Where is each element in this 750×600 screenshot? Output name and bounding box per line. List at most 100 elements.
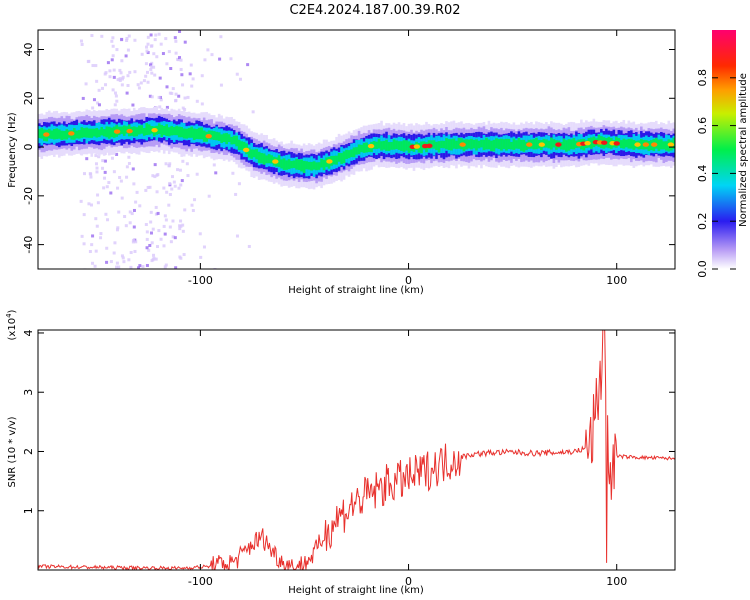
spectrogram-band-mark [250,149,253,159]
snr-xtick-label: 0 [405,575,412,588]
spectrogram-noise-mark [82,242,86,246]
spectrogram-noise-mark [164,162,168,166]
spectrogram-band-mark [367,144,371,153]
spectrogram-xlabel: Height of straight line (km) [288,285,424,296]
spectrogram-noise-mark [183,96,187,100]
spectrogram-band-mark [50,130,54,139]
spectrogram-noise-mark [112,170,116,174]
spectrogram-band-mark [295,158,298,170]
spectrogram-noise-mark [113,103,117,107]
snr-ytick-label: 4 [22,329,35,336]
spectrogram-noise-mark [167,203,171,207]
spectrogram-band-mark [242,141,246,152]
spectrogram-band-mark [192,128,196,141]
spectrogram-noise-mark [237,182,241,186]
spectrogram-noise-mark [149,231,153,235]
spectrogram-noise-mark [178,168,182,172]
spectrogram-noise-mark [167,50,171,54]
spectrogram-noise-mark [188,72,192,76]
spectrogram-band-mark [195,129,198,140]
spectrogram-noise-mark [112,75,116,79]
colorbar-tick-label: 0.8 [696,69,709,87]
spectrogram-band-mark [507,138,511,150]
spectrogram-xtick-label: 100 [606,274,627,287]
spectrogram-noise-mark [181,223,185,227]
spectrogram-band-mark [107,126,111,139]
spectrogram-noise-mark [210,53,214,57]
spectrogram-noise-mark [182,253,186,257]
spectrogram-noise-mark [218,57,222,61]
spectrogram-noise-mark [103,170,107,174]
spectrogram-noise-mark [157,32,161,36]
spectrogram-noise-mark [120,254,124,258]
spectrogram-noise-mark [181,83,185,87]
spectrogram-band-mark [495,138,498,149]
spectrogram-band-mark [85,127,89,138]
spectrogram-noise-mark [122,260,126,264]
spectrogram-noise-mark [150,65,154,69]
spectrogram-peak-mark [584,140,591,146]
spectrogram-noise-mark [153,73,157,77]
spectrogram-band-mark [665,141,668,151]
spectrogram-noise-mark [105,185,109,189]
spectrogram-band-mark [167,127,171,137]
spectrogram-band-mark [482,139,486,151]
spectrogram-band-mark [340,153,343,164]
spectrogram-noise-mark [115,48,119,52]
spectrogram-noise-mark [157,229,161,233]
spectrogram-noise-mark [186,95,190,99]
spectrogram-band-mark [500,138,503,151]
spectrogram-noise-mark [153,163,157,167]
snr-ytick-label: 3 [22,389,35,396]
spectrogram-band-mark [52,128,56,140]
spectrogram-band-mark [640,139,643,150]
spectrogram-noise-mark [150,95,154,99]
spectrogram-noise-mark [120,83,124,87]
spectrogram-noise-mark [199,255,203,259]
spectrogram-band-mark [110,127,114,138]
spectrogram-band-mark [567,139,571,151]
spectrogram-band-mark [405,140,408,151]
spectrogram-band-mark [252,149,256,158]
spectrogram-band-mark [440,140,443,149]
spectrogram-noise-mark [154,205,158,209]
spectrogram-band-mark [502,139,506,149]
spectrogram-noise-mark [129,265,133,269]
spectrogram-band-mark [445,138,448,150]
spectrogram-band-mark [520,139,523,151]
spectrogram-noise-mark [118,78,122,82]
spectrogram-band-mark [40,127,44,139]
spectrogram-noise-mark [162,186,166,190]
spectrogram-band-mark [407,141,411,153]
spectrogram-noise-mark [126,83,130,87]
spectrogram-marks [38,30,675,269]
spectrogram-noise-mark [113,91,117,95]
spectrogram-noise-mark [159,98,163,102]
spectrogram-peak-mark [68,131,75,136]
spectrogram-panel: -100 0 100 -40 -20 0 20 40 Height of straight l… [7,29,676,296]
spectrogram-noise-mark [149,44,153,48]
spectrogram-noise-mark [124,54,128,58]
spectrogram-noise-mark [99,236,103,240]
spectrogram-band-mark [455,140,458,150]
spectrogram-noise-mark [179,67,183,71]
spectrogram-noise-mark [180,179,184,183]
spectrogram-noise-mark [145,263,149,267]
spectrogram-noise-mark [231,171,235,175]
spectrogram-noise-mark [89,203,93,207]
spectrogram-noise-mark [176,168,180,172]
spectrogram-noise-mark [195,99,199,103]
spectrogram-peak-mark [205,133,212,139]
spectrogram-noise-mark [168,193,172,197]
spectrogram-noise-mark [93,264,97,268]
spectrogram-band-mark [80,127,84,138]
spectrogram-noise-mark [107,181,111,185]
spectrogram-noise-mark [177,186,181,190]
spectrogram-noise-mark [151,227,155,231]
spectrogram-noise-mark [179,183,183,187]
spectrogram-band-mark [357,144,361,155]
snr-multiplier-exp: 4 [5,313,13,318]
spectrogram-noise-mark [153,175,157,179]
spectrogram-noise-mark [173,184,177,188]
spectrogram-noise-mark [114,94,118,98]
